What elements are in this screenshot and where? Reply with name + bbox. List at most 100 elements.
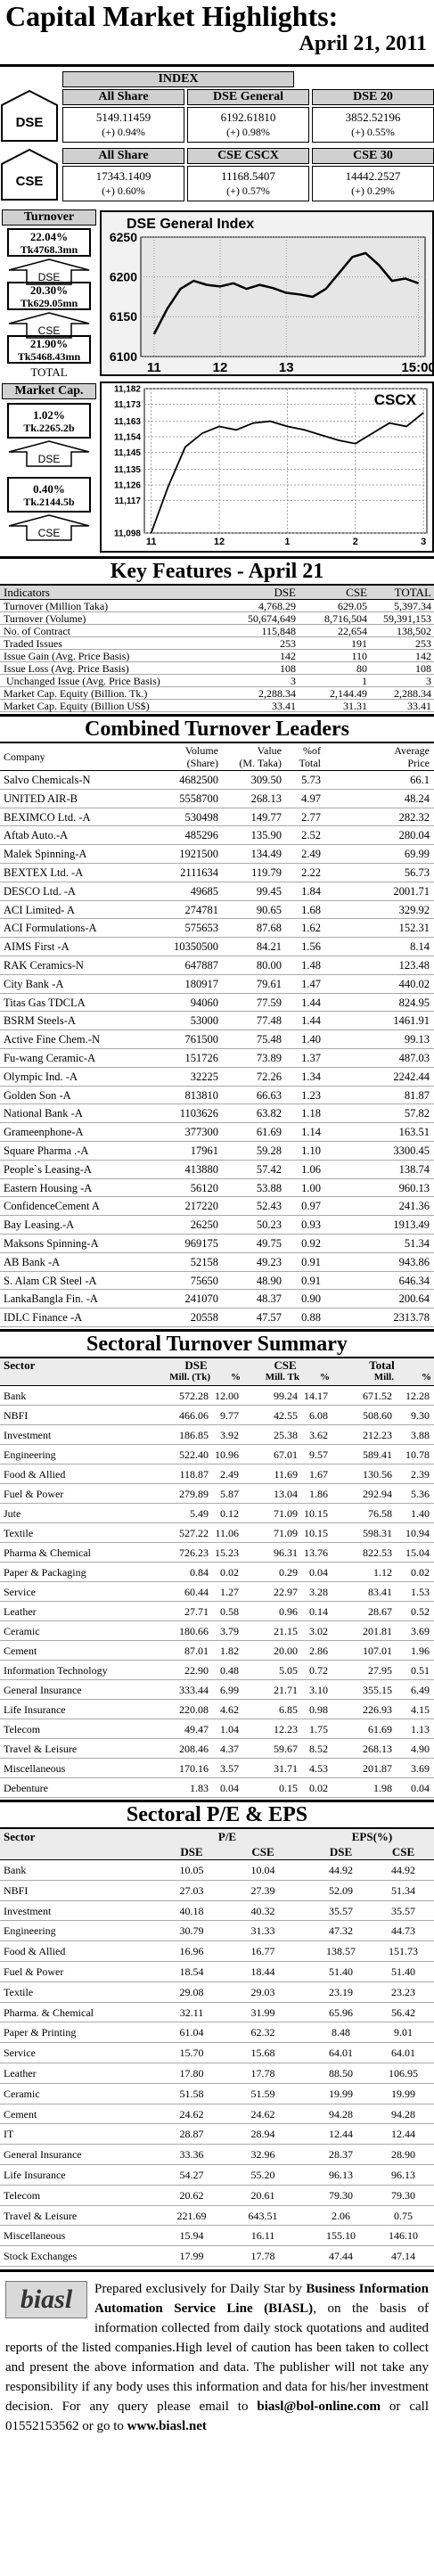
cell-value: 0.52 [411,1605,430,1618]
cell-value: 355.15 [363,1684,392,1696]
x-tick-label: 13 [279,360,294,375]
cell-value: 0.51 [411,1664,430,1677]
row-label: ACI Formulations-A [4,922,97,935]
cell-value: 440.02 [398,977,430,990]
footer-text: , on the basis of information collected … [5,2301,429,2414]
row-line [0,1581,434,1582]
cell-value: 151.73 [389,1945,418,1958]
cell-value: 47.32 [329,1924,353,1938]
row-line [0,2001,434,2003]
cell-value: 12.44 [391,2128,415,2141]
header-band [0,1829,434,1860]
date: April 21, 2011 [299,32,427,55]
index-value: 11168.5407 [221,169,275,183]
cell-value: 152.31 [398,922,430,935]
market-badge: DSE [0,89,58,142]
index-name: DSE 20 [312,89,434,105]
row-label: Ceramic [4,2087,40,2100]
x-tick-label: 12 [214,537,225,547]
cell-value: 0.48 [220,1664,239,1677]
cell-value: 220.08 [179,1703,209,1716]
row-line [0,1405,434,1406]
row-line [0,863,434,864]
cell-value: 99.45 [256,884,282,898]
cell-value: 115,848 [261,625,296,637]
cell-value: 53.88 [256,1181,282,1194]
cell-value: 16.96 [179,1945,204,1958]
cell-value: 201.87 [363,1762,392,1775]
row-label: AB Bank -A [4,1255,61,1268]
cell-value: 10.05 [179,1864,204,1876]
x-tick-label: 11 [146,537,157,547]
cell-value: 40.32 [250,1904,275,1917]
cell-value: 282.32 [398,810,430,824]
cell-value: 4.53 [309,1762,328,1775]
cell-value: 110 [351,650,367,662]
row-label: Issue Gain (Avg. Price Basis) [4,650,130,662]
column-header: Total [299,757,322,769]
index-line [152,251,420,335]
column-header: Company [4,751,45,763]
cell-value: 2.49 [301,848,321,861]
cell-value: 20.62 [179,2188,204,2202]
sub-header: Mill. Tk [265,1372,299,1382]
cell-value: 10.15 [304,1527,328,1539]
row-line [0,1424,434,1425]
cell-value: 51.59 [250,2087,275,2100]
cell-value: 27.03 [179,1883,204,1897]
cell-value: 0.75 [394,2209,413,2222]
cell-value: 99.24 [274,1390,298,1402]
cell-value: 49685 [190,884,218,898]
cell-value: 5.87 [220,1488,239,1500]
cell-value: 50,674,649 [248,612,296,625]
cell-value: 671.52 [363,1390,392,1402]
cell-value: 55.20 [250,2169,275,2181]
row-label: Unchanged Issue (Avg. Price Basis) [4,675,160,687]
cell-value: 76.58 [368,1507,392,1520]
cell-value: 1.44 [301,996,321,1009]
market-badge: CSE [0,148,58,201]
cell-value: 1.83 [190,1782,209,1794]
side-box: 21.90% Tk5468.43mn [7,335,91,364]
side-amount: Tk5468.43mn [17,350,81,363]
cell-value: 48.24 [404,792,430,805]
cell-value: 94060 [190,996,218,1009]
row-label: General Insurance [4,1684,82,1696]
header-band [0,586,434,600]
cell-value: 33.41 [272,700,296,712]
cell-value: 10.15 [304,1507,328,1520]
row-label: Cement [4,2107,37,2121]
cell-value: 0.88 [301,1311,321,1325]
y-tick-label: 11,163 [114,417,141,427]
cell-value: 17.78 [250,2067,275,2080]
cell-value: 12.28 [405,1390,430,1402]
column-header: Value [257,744,282,757]
cell-value: 5.49 [190,1507,209,1520]
row-line [0,1879,434,1881]
cell-value: 2.22 [301,866,321,879]
side-change: 1.02% [33,408,65,422]
cell-value: 3.69 [411,1762,430,1775]
cell-value: 212.23 [363,1429,392,1441]
row-line [0,1066,434,1068]
cell-value: 163.51 [398,1126,430,1139]
cell-value: 4.90 [411,1743,430,1755]
cell-value: 15.68 [250,2047,275,2060]
side-change: 22.04% [29,230,69,243]
cell-value: 4682500 [179,774,218,786]
section-title: Sectoral Turnover Summary [0,1329,434,1358]
cell-value: 16.11 [250,2229,275,2243]
cell-value: 0.04 [220,1782,239,1794]
cell-value: 52.09 [329,1883,353,1897]
row-line [0,973,434,975]
cell-value: 0.12 [220,1507,239,1520]
cell-value: 31.33 [250,1924,275,1938]
row-label: Malek Spinning-A [4,848,87,861]
cell-value: 17.99 [179,2250,204,2263]
row-line [0,1011,434,1013]
cell-value: 2.49 [220,1468,239,1481]
cell-value: 15.94 [179,2229,204,2243]
y-tick-label: 11,117 [115,496,142,506]
row-label: Travel & Leisure [4,1743,78,1755]
cell-value: 16.77 [250,1945,275,1958]
